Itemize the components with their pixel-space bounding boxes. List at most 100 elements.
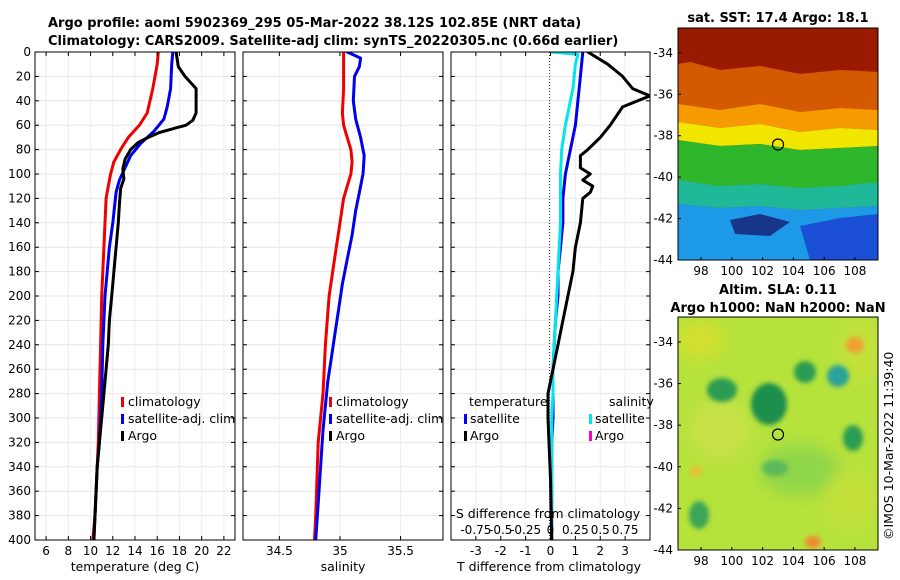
map-y-tick-label: -38 <box>653 129 673 143</box>
map-y-tick-label: -40 <box>653 170 673 184</box>
sst-map-frame <box>677 27 879 261</box>
legend-swatch-sal-satellite <box>589 414 592 424</box>
map-y-tick-label: -34 <box>653 46 673 60</box>
depth-tick-label: 240 <box>8 338 31 352</box>
depth-tick-label: 340 <box>8 460 31 474</box>
map-y-tick-label: -38 <box>653 418 673 432</box>
depth-tick-label: 80 <box>16 143 31 157</box>
legend-label-satellite-adj: satellite-adj. clim <box>128 411 235 426</box>
legend-label-sal-argo: Argo <box>595 428 624 443</box>
legend-label-temp-satellite: satellite <box>470 411 520 426</box>
difference-ticks: -3 -2 -1 0 1 2 3 <box>451 51 650 558</box>
sla-map-title-2: Argo h1000: NaN h2000: NaN <box>670 301 885 316</box>
legend-title-salinity: salinity <box>609 394 654 409</box>
legend-title-temperature: temperature <box>469 394 548 409</box>
s-difference-tick-label: -0.5 <box>489 523 512 537</box>
legend-swatch-temp-satellite <box>464 414 467 424</box>
series-line-argo <box>92 52 198 540</box>
legend-label-argo: Argo <box>128 428 157 443</box>
temperature-panel: 0 20 40 60 80 100 120 140 160 180 200 220 240 260 280 3… <box>8 45 236 574</box>
x-tick-label: -1 <box>520 544 532 558</box>
x-tick-label: 22 <box>216 544 231 558</box>
sst-map: 98 100 102 104 106 108 -34 -36 -38 -40 -42 -44 <box>653 27 879 278</box>
map-x-tick-label: 100 <box>720 554 743 568</box>
map-y-tick-label: -34 <box>653 335 673 349</box>
x-tick-label: 18 <box>172 544 187 558</box>
x-tick-label: 12 <box>105 544 120 558</box>
map-x-tick-label: 106 <box>813 554 836 568</box>
map-x-tick-label: 102 <box>751 554 774 568</box>
s-difference-tick-label: 0.25 <box>562 523 589 537</box>
legend-swatch-climatology <box>329 397 332 407</box>
depth-tick-label: 260 <box>8 362 31 376</box>
legend-swatch-argo <box>121 431 124 441</box>
legend-label-climatology: climatology <box>336 394 409 409</box>
series-line-satellite-adj-clim <box>314 52 366 540</box>
sla-map-frame <box>677 316 879 551</box>
s-difference-tick-label: 0 <box>547 523 555 537</box>
legend-swatch-argo <box>329 431 332 441</box>
map-x-tick-label: 98 <box>693 554 708 568</box>
depth-tick-label: 160 <box>8 240 31 254</box>
series-line-temperature-argo <box>546 52 650 540</box>
x-tick-label: 8 <box>65 544 73 558</box>
x-tick-label: 2 <box>596 544 604 558</box>
x-tick-label: 35 <box>332 544 347 558</box>
x-tick-label: 34.5 <box>266 544 293 558</box>
s-difference-tick-label: 0.5 <box>591 523 610 537</box>
legend-swatch-satellite-adj <box>329 414 332 424</box>
s-difference-tick-label: -0.75 <box>460 523 491 537</box>
x-tick-label: 16 <box>150 544 165 558</box>
s-difference-label: S difference from climatology <box>456 506 641 521</box>
depth-tick-label: 140 <box>8 216 31 230</box>
difference-legend: temperature salinity satellite Argo sate… <box>464 394 654 443</box>
map-y-tick-label: -36 <box>653 87 673 101</box>
legend-swatch-satellite-adj <box>121 414 124 424</box>
map-y-tick-label: -40 <box>653 460 673 474</box>
legend-label-climatology: climatology <box>128 394 201 409</box>
difference-lines <box>546 52 650 540</box>
sla-field <box>678 317 878 550</box>
map-x-tick-label: 98 <box>693 264 708 278</box>
depth-tick-label: 0 <box>23 45 31 59</box>
map-x-tick-label: 108 <box>843 264 866 278</box>
temperature-ticks: 0 20 40 60 80 100 120 140 160 180 200 220 240 260 280 3… <box>8 45 235 558</box>
x-tick-label: 35.5 <box>387 544 414 558</box>
difference-panel: -3 -2 -1 0 1 2 3 S difference from climatology… <box>450 51 654 574</box>
sla-argo-marker <box>771 428 785 441</box>
map-y-tick-label: -44 <box>653 543 673 557</box>
depth-tick-label: 60 <box>16 118 31 132</box>
depth-tick-label: 360 <box>8 484 31 498</box>
map-x-tick-label: 104 <box>782 554 805 568</box>
x-tick-label: 6 <box>42 544 50 558</box>
depth-tick-label: 220 <box>8 313 31 327</box>
depth-tick-label: 400 <box>8 533 31 547</box>
salinity-panel: 34.5 35 35.5 salinity climatology satellit… <box>242 51 444 574</box>
depth-tick-label: 280 <box>8 387 31 401</box>
x-tick-label: -2 <box>495 544 507 558</box>
x-tick-label: -3 <box>470 544 482 558</box>
map-x-tick-label: 100 <box>720 264 743 278</box>
legend-swatch-temp-argo <box>464 431 467 441</box>
legend-label-temp-argo: Argo <box>470 428 499 443</box>
depth-tick-label: 40 <box>16 94 31 108</box>
s-difference-ticks: -0.75-0.5-0.25 0 0.25 0.5 0.75 <box>460 523 638 537</box>
legend-swatch-climatology <box>121 397 124 407</box>
sla-map-title-1: Altim. SLA: 0.11 <box>719 283 837 298</box>
salinity-legend: climatology satellite-adj. clim Argo <box>329 394 443 443</box>
temperature-grid <box>35 51 235 541</box>
map-x-tick-label: 106 <box>813 264 836 278</box>
x-tick-label: 3 <box>621 544 629 558</box>
salinity-lines <box>313 52 366 540</box>
temperature-lines <box>91 52 198 540</box>
map-x-tick-label: 108 <box>843 554 866 568</box>
depth-tick-label: 180 <box>8 265 31 279</box>
temperature-x-label: temperature (deg C) <box>71 559 200 574</box>
x-tick-label: 20 <box>194 544 209 558</box>
map-x-tick-label: 104 <box>782 264 805 278</box>
s-difference-tick-label: -0.25 <box>510 523 541 537</box>
x-tick-label: 1 <box>572 544 580 558</box>
depth-tick-label: 200 <box>8 289 31 303</box>
map-y-tick-label: -42 <box>653 501 673 515</box>
header-line-2: Climatology: CARS2009. Satellite-adj cli… <box>48 34 618 49</box>
